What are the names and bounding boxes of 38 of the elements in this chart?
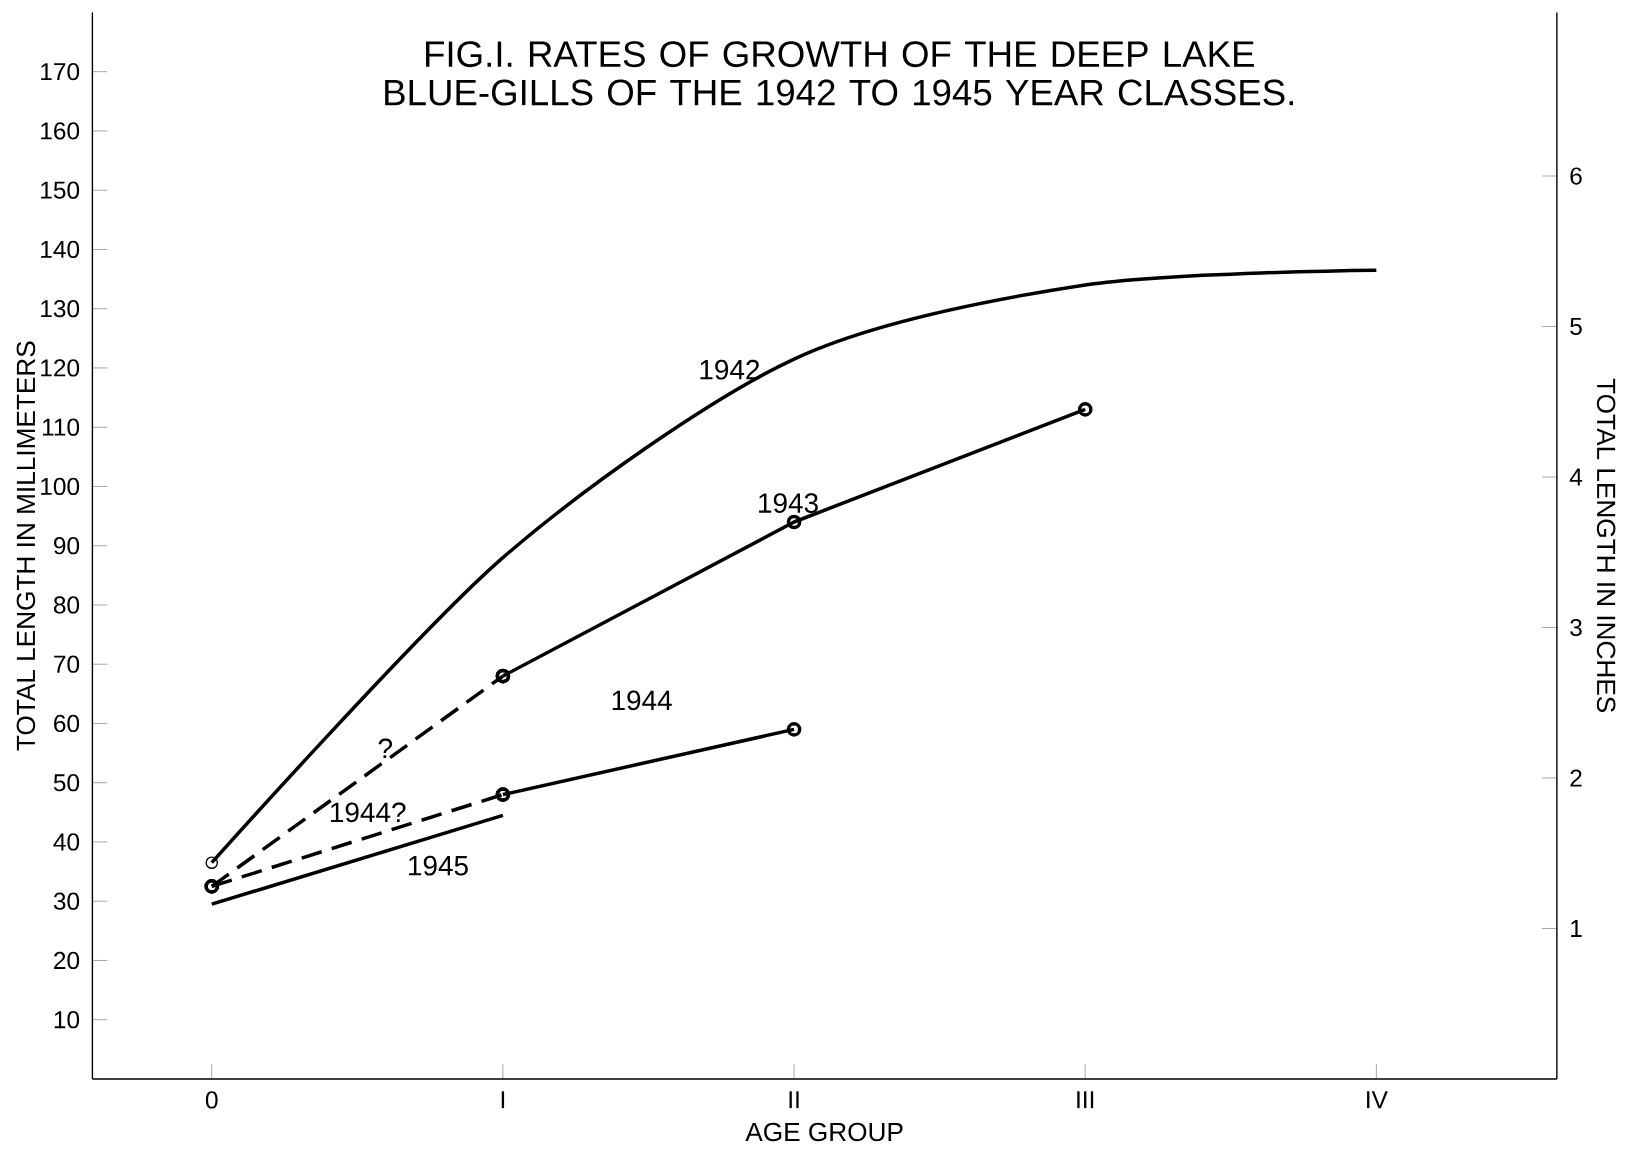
y2-tick-label: 1 [1571,920,1582,937]
y-tick-label: 120 [41,359,80,377]
y2-tick-label: 3 [1570,618,1582,637]
text: FIG.I. RATES OF GROWTH OF THE DEEP LAKE BLUE-GILLS OF THE 1942 TO 1945 YEAR CLASSES. [385,41,1294,106]
annotation: 1942 [700,359,760,380]
x-tick-label: I [501,1091,505,1109]
y-tick-label: 30 [53,892,80,910]
y-tick-label: 150 [41,181,80,199]
y-tick-label: 70 [54,655,80,673]
y-tick-label: 40 [53,833,80,851]
annotation: 1944 [612,690,672,711]
y-tick-label: 10 [54,1011,80,1029]
y-tick-label: 130 [41,300,80,318]
x-axis-title: AGE GROUP [745,1122,903,1142]
y-tick-label: 140 [41,240,80,259]
y2-tick-label: 6 [1570,167,1582,185]
y-tick-label: 80 [53,596,80,614]
y-tick-label: 170 [41,63,80,81]
y-tick-label: 90 [54,537,80,555]
y-tick-label: 50 [53,774,80,792]
x-tick-label: III [1077,1091,1094,1109]
y-tick-label: 160 [41,122,80,140]
y-tick-label: 60 [54,714,80,733]
y-tick-label: 20 [54,951,80,970]
annotation: 1945 [409,855,468,876]
y-axis-title: TOTAL LENGTH IN MILLIMETERS [16,341,36,751]
annotation: ? [378,738,393,759]
x-tick-label: IV [1367,1091,1388,1109]
y2-tick-label: 4 [1569,468,1583,486]
y-tick-label: 110 [42,418,80,436]
annotation: 1944? [331,802,406,823]
y-tick-label: 100 [41,477,80,496]
y2-tick-label: 5 [1570,318,1582,336]
x-tick-label: 0 [205,1091,218,1109]
y2-axis-title: TOTAL LENGTH IN INCHES [1596,378,1616,713]
annotation: 1943 [759,493,818,514]
y2-tick-label: 2 [1570,769,1582,787]
x-tick-label: II [789,1091,799,1109]
